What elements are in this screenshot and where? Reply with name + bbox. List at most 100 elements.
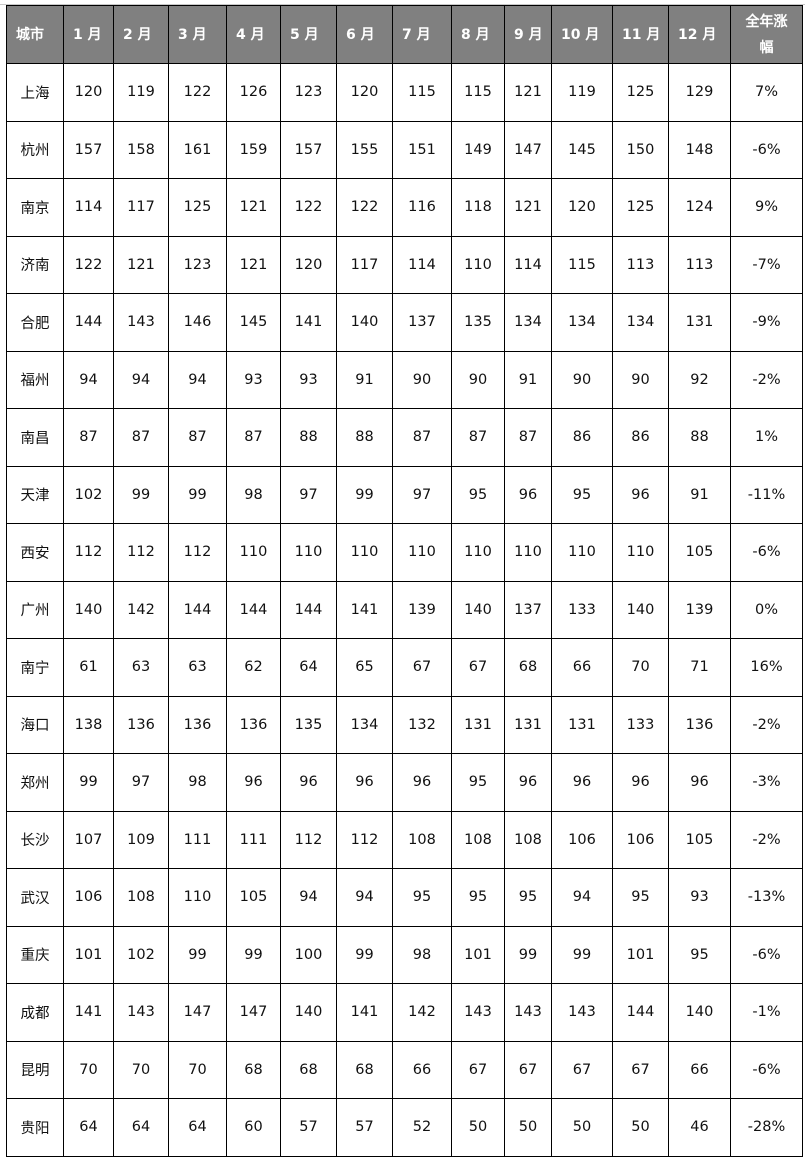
column-header[interactable]: 8 月 [451, 5, 505, 64]
table-cell[interactable]: 96 [504, 465, 552, 524]
table-cell[interactable]: 50 [612, 1098, 669, 1157]
table-cell[interactable]: 106 [551, 810, 613, 869]
city-cell[interactable]: 天津 [6, 465, 64, 524]
column-header[interactable]: 11 月 [612, 5, 669, 64]
table-cell[interactable]: 125 [168, 178, 227, 237]
table-cell[interactable]: 144 [63, 293, 114, 352]
table-cell[interactable]: 158 [113, 120, 169, 179]
table-cell[interactable]: 67 [392, 638, 452, 697]
table-cell[interactable]: -6% [730, 523, 803, 582]
table-cell[interactable]: 98 [226, 465, 281, 524]
table-cell[interactable]: 114 [392, 235, 452, 294]
table-cell[interactable]: -28% [730, 1098, 803, 1157]
table-cell[interactable]: 112 [336, 810, 393, 869]
table-cell[interactable]: 88 [336, 408, 393, 467]
table-cell[interactable]: 57 [336, 1098, 393, 1157]
table-cell[interactable]: 1% [730, 408, 803, 467]
column-header[interactable]: 10 月 [551, 5, 613, 64]
table-cell[interactable]: 123 [168, 235, 227, 294]
table-cell[interactable]: 61 [63, 638, 114, 697]
city-cell[interactable]: 成都 [6, 983, 64, 1042]
table-cell[interactable]: 86 [612, 408, 669, 467]
table-cell[interactable]: 120 [336, 63, 393, 122]
city-cell[interactable]: 合肥 [6, 293, 64, 352]
column-header[interactable]: 7 月 [392, 5, 452, 64]
column-header[interactable]: 9 月 [504, 5, 552, 64]
table-cell[interactable]: -6% [730, 120, 803, 179]
table-cell[interactable]: 150 [612, 120, 669, 179]
table-cell[interactable]: 139 [392, 580, 452, 639]
table-cell[interactable]: 68 [336, 1040, 393, 1099]
table-cell[interactable]: 121 [113, 235, 169, 294]
table-cell[interactable]: 136 [668, 695, 731, 754]
table-cell[interactable]: 87 [168, 408, 227, 467]
table-cell[interactable]: 87 [63, 408, 114, 467]
table-cell[interactable]: -11% [730, 465, 803, 524]
table-cell[interactable]: 159 [226, 120, 281, 179]
table-cell[interactable]: 100 [280, 925, 337, 984]
table-cell[interactable]: 67 [451, 638, 505, 697]
table-cell[interactable]: 129 [668, 63, 731, 122]
table-cell[interactable]: 141 [336, 580, 393, 639]
table-cell[interactable]: -7% [730, 235, 803, 294]
table-cell[interactable]: 96 [612, 753, 669, 812]
table-cell[interactable]: 145 [226, 293, 281, 352]
table-cell[interactable]: 114 [63, 178, 114, 237]
table-cell[interactable]: 97 [280, 465, 337, 524]
city-cell[interactable]: 昆明 [6, 1040, 64, 1099]
table-cell[interactable]: 91 [668, 465, 731, 524]
table-cell[interactable]: 142 [392, 983, 452, 1042]
table-cell[interactable]: 161 [168, 120, 227, 179]
table-cell[interactable]: 60 [226, 1098, 281, 1157]
table-cell[interactable]: 108 [504, 810, 552, 869]
table-cell[interactable]: 66 [668, 1040, 731, 1099]
city-cell[interactable]: 济南 [6, 235, 64, 294]
table-cell[interactable]: 140 [336, 293, 393, 352]
table-cell[interactable]: 115 [392, 63, 452, 122]
table-cell[interactable]: 96 [226, 753, 281, 812]
table-cell[interactable]: 66 [392, 1040, 452, 1099]
table-cell[interactable]: 147 [504, 120, 552, 179]
table-cell[interactable]: 64 [168, 1098, 227, 1157]
table-cell[interactable]: 99 [168, 925, 227, 984]
table-cell[interactable]: 105 [226, 868, 281, 927]
table-cell[interactable]: 101 [451, 925, 505, 984]
table-cell[interactable]: 71 [668, 638, 731, 697]
table-cell[interactable]: 106 [63, 868, 114, 927]
table-cell[interactable]: 99 [336, 925, 393, 984]
table-cell[interactable]: 90 [612, 350, 669, 409]
table-cell[interactable]: 105 [668, 523, 731, 582]
table-cell[interactable]: 99 [113, 465, 169, 524]
table-cell[interactable]: 93 [280, 350, 337, 409]
column-header[interactable]: 6 月 [336, 5, 393, 64]
table-cell[interactable]: 87 [392, 408, 452, 467]
table-cell[interactable]: 140 [612, 580, 669, 639]
table-cell[interactable]: 91 [336, 350, 393, 409]
table-cell[interactable]: 117 [113, 178, 169, 237]
column-header[interactable]: 4 月 [226, 5, 281, 64]
table-cell[interactable]: 86 [551, 408, 613, 467]
table-cell[interactable]: 16% [730, 638, 803, 697]
table-cell[interactable]: -6% [730, 925, 803, 984]
table-cell[interactable]: 144 [168, 580, 227, 639]
table-cell[interactable]: 110 [392, 523, 452, 582]
table-cell[interactable]: 67 [551, 1040, 613, 1099]
column-header[interactable]: 2 月 [113, 5, 169, 64]
table-cell[interactable]: 131 [504, 695, 552, 754]
table-cell[interactable]: 147 [226, 983, 281, 1042]
table-cell[interactable]: 110 [504, 523, 552, 582]
table-cell[interactable]: 88 [668, 408, 731, 467]
table-cell[interactable]: 122 [168, 63, 227, 122]
table-cell[interactable]: 112 [63, 523, 114, 582]
table-cell[interactable]: 102 [113, 925, 169, 984]
table-cell[interactable]: 121 [226, 178, 281, 237]
table-cell[interactable]: 99 [63, 753, 114, 812]
table-cell[interactable]: 132 [392, 695, 452, 754]
table-cell[interactable]: 102 [63, 465, 114, 524]
table-cell[interactable]: 115 [451, 63, 505, 122]
table-cell[interactable]: 110 [451, 235, 505, 294]
table-cell[interactable]: 94 [280, 868, 337, 927]
table-cell[interactable]: 66 [551, 638, 613, 697]
table-cell[interactable]: 136 [113, 695, 169, 754]
table-cell[interactable]: 99 [168, 465, 227, 524]
